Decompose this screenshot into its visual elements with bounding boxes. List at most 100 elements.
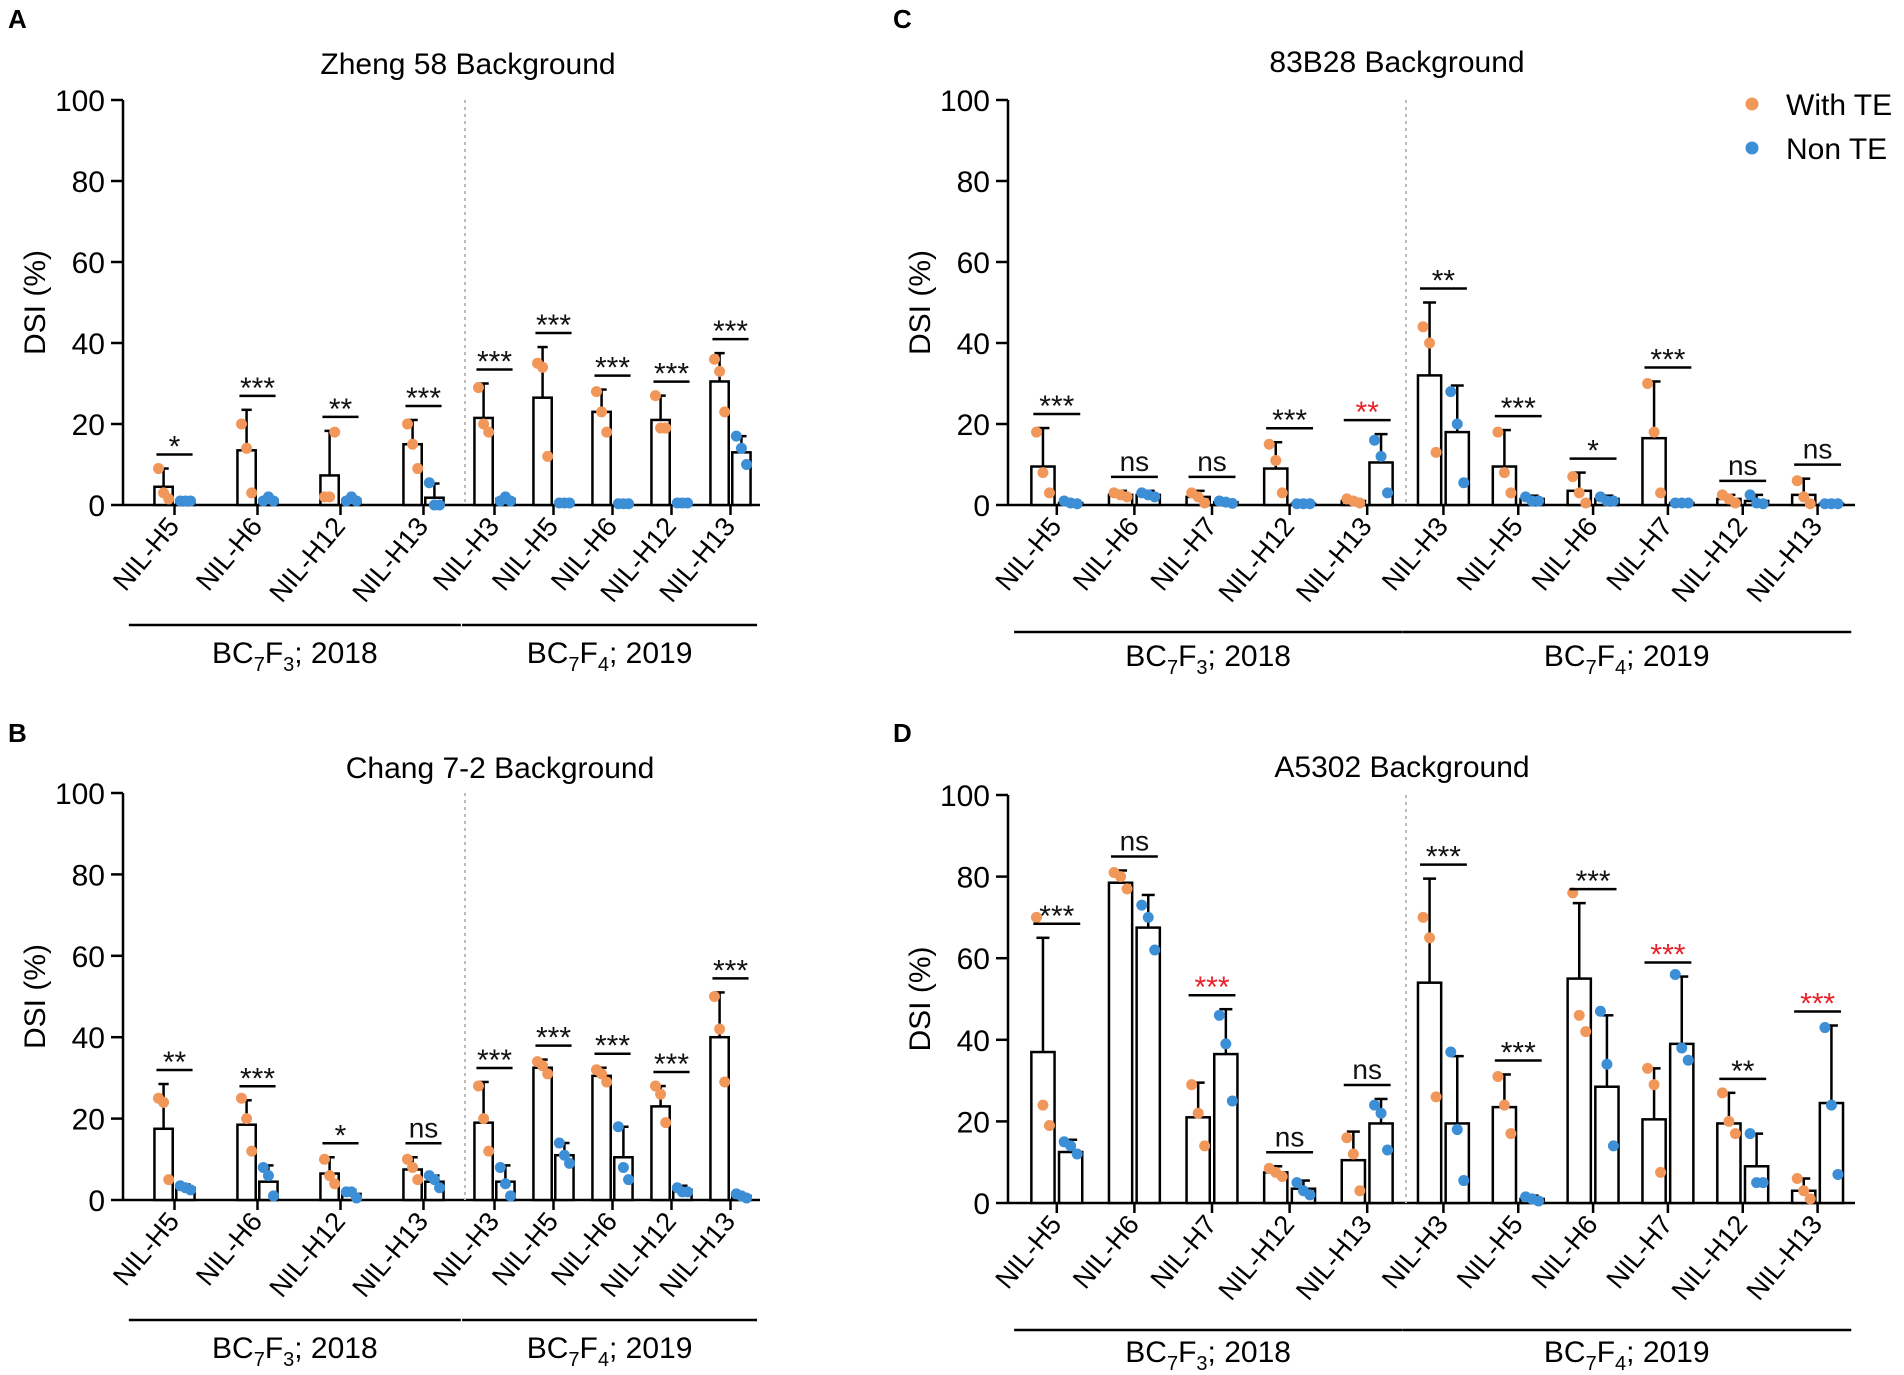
point-with-te [1417,911,1429,923]
panel-letter: D [893,718,912,748]
significance-label: *** [536,1022,571,1055]
point-with-te [1341,1132,1353,1144]
y-tick-label: 60 [957,247,990,280]
x-tick-label: NIL-H12 [263,512,351,608]
point-with-te [1043,487,1055,499]
group-label: BC7F3; 2018 [212,1332,378,1371]
chart-title: A5302 Background [1274,751,1529,784]
point-with-te [483,426,495,438]
point-with-te [241,442,253,454]
significance-label: ns [1120,825,1150,856]
bar-with-te [1416,374,1443,507]
panel-letter: A [8,4,27,34]
significance-label: ns [1275,1121,1305,1152]
bar-with-te [1185,1116,1212,1205]
point-with-te [537,361,549,373]
point-non-te [553,1137,565,1149]
group-label: BC7F3; 2018 [1125,1336,1291,1375]
point-non-te [1065,1140,1077,1152]
x-tick-label: NIL-H5 [989,512,1067,597]
point-non-te [434,499,446,511]
point-non-te [1533,495,1545,507]
y-axis-label: DSI (%) [904,250,937,355]
significance-label: ns [1197,446,1227,477]
y-tick-label: 100 [940,85,990,118]
y-tick-label: 100 [940,780,990,813]
point-with-te [152,463,164,475]
point-non-te [1832,1168,1844,1180]
x-tick-label: NIL-H5 [107,1207,185,1292]
significance-label: * [335,1119,347,1152]
point-non-te [558,1149,570,1161]
x-tick-label: NIL-H12 [1213,1210,1301,1306]
significance-label: *** [713,315,748,348]
y-tick-label: 20 [72,409,105,442]
point-with-te [1424,337,1436,349]
point-non-te [623,1174,635,1186]
bar-non-te [1212,1052,1239,1205]
point-non-te [1451,1124,1463,1136]
point-with-te [649,390,661,402]
point-non-te [351,1192,363,1204]
point-with-te [412,463,424,475]
x-tick-label: NIL-H5 [1451,512,1529,597]
point-non-te [505,495,517,507]
significance-label: *** [240,1062,275,1095]
point-non-te [1445,1046,1457,1058]
point-with-te [708,991,720,1002]
bar-with-te [236,1123,257,1202]
point-with-te [235,418,247,430]
point-with-te [1347,1148,1359,1160]
significance-label: *** [477,346,512,379]
point-non-te [1369,434,1381,446]
y-tick-label: 60 [72,941,105,974]
point-with-te [1030,911,1042,923]
y-tick-label: 20 [957,1106,990,1139]
point-non-te [1682,497,1694,509]
chart-title: Zheng 58 Background [320,48,615,81]
significance-label: ns [1728,450,1758,481]
panel-letter: C [893,4,912,34]
legend: With TE Non TE [1745,89,1892,166]
point-with-te [1505,487,1517,499]
point-non-te [612,1121,624,1133]
y-tick-label: 100 [55,85,105,118]
point-non-te [1369,1099,1381,1111]
y-tick-label: 40 [957,328,990,361]
point-with-te [1573,1009,1585,1021]
point-non-te [185,495,197,507]
significance-label: * [1587,435,1599,468]
point-with-te [1121,491,1133,503]
y-tick-label: 0 [973,490,990,523]
y-tick-label: 40 [72,328,105,361]
point-with-te [542,450,554,462]
point-with-te [329,1178,341,1190]
point-non-te [617,1161,629,1173]
point-non-te [499,1178,511,1190]
point-with-te [714,365,726,377]
point-with-te [401,1153,413,1165]
point-non-te [741,459,753,470]
bar-non-te [1368,1122,1394,1205]
point-non-te [1832,498,1844,510]
point-non-te [682,497,694,509]
x-tick-label: NIL-H7 [1601,1210,1679,1295]
point-with-te [1492,1071,1504,1083]
group-label: BC7F4; 2019 [527,637,693,676]
point-non-te [268,1190,280,1202]
point-non-te [262,1170,274,1182]
point-non-te [1757,498,1769,510]
bar-with-te [591,1074,612,1202]
panel-B: B Chang 7-2 Background 0 20 40 60 80 100 DSI (%)… [8,718,760,1371]
point-non-te [682,1186,694,1198]
x-tick-label: NIL-H6 [1067,512,1145,597]
point-with-te [601,426,613,438]
point-non-te [1445,386,1457,398]
point-with-te [318,1153,330,1165]
group-label: BC7F4; 2019 [527,1332,693,1371]
x-tick-label: NIL-H3 [1376,512,1454,597]
x-tick-label: NIL-H6 [190,1207,268,1292]
point-with-te [241,1113,253,1125]
bar-non-te [1818,1101,1845,1205]
